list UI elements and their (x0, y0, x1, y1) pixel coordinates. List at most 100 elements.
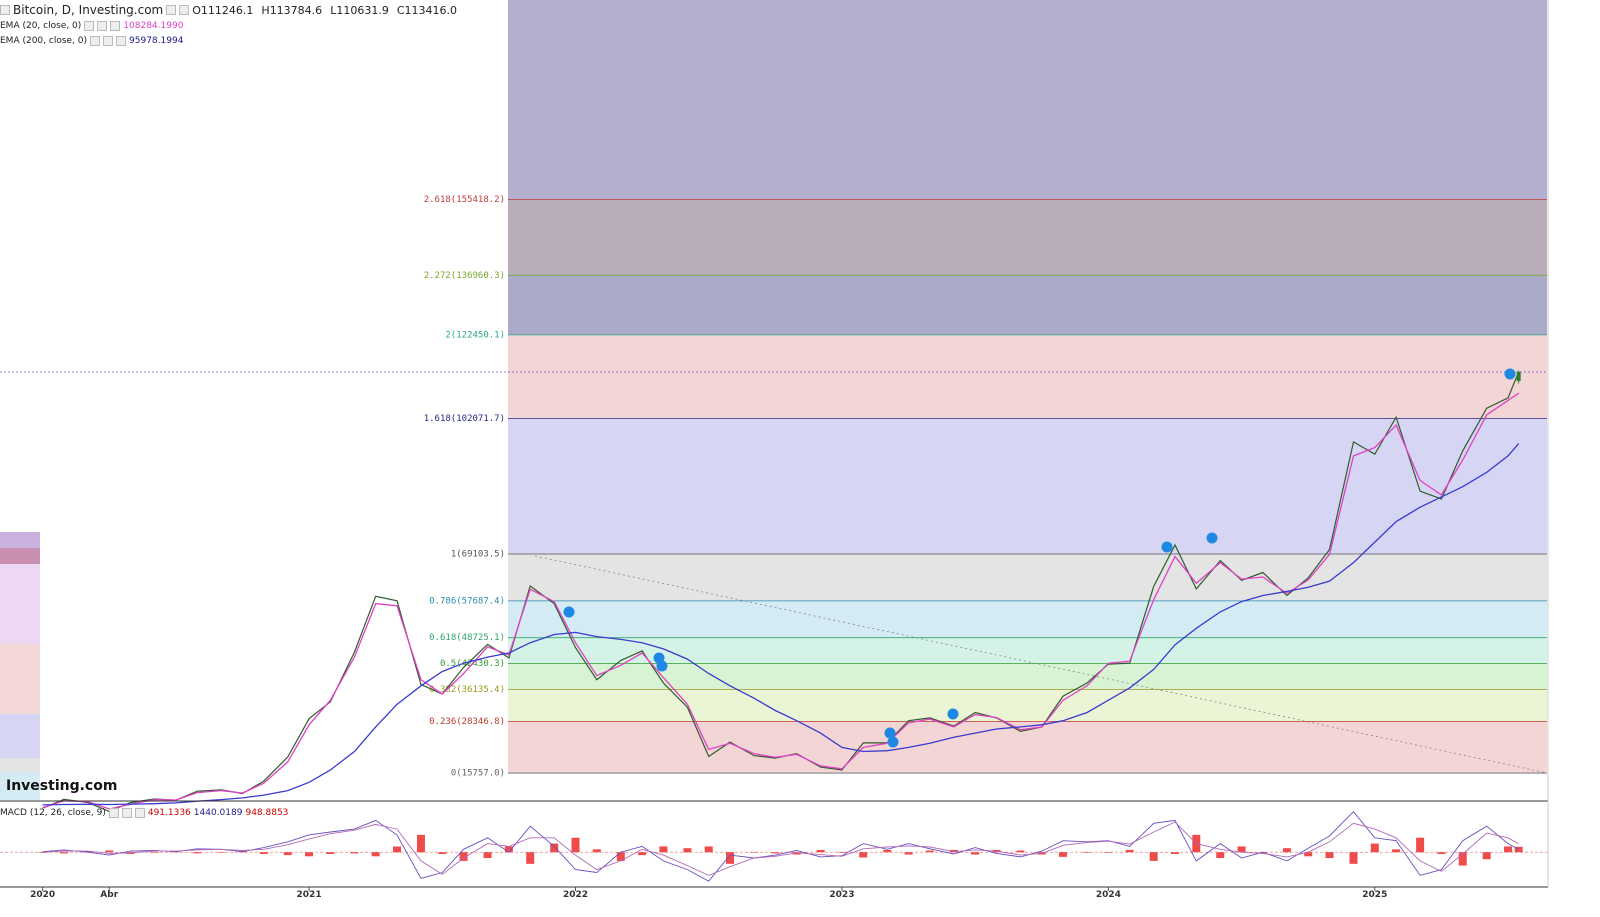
histogram-bar (771, 852, 780, 854)
histogram-bar (371, 852, 380, 857)
histogram-bar (1258, 852, 1267, 854)
ohlc-value: 111246.1 (200, 3, 254, 17)
histogram-bar (1237, 846, 1246, 853)
legend-value: 491.1336 (147, 808, 191, 818)
ohlc-letter: O (192, 3, 201, 17)
histogram-bar (1170, 852, 1179, 854)
histogram-bar (193, 852, 202, 854)
fib-label: 0.786(57687.4) (429, 596, 505, 606)
icon[interactable] (134, 808, 145, 818)
histogram-bar (416, 834, 425, 853)
fib-band (508, 418, 1547, 554)
histogram-bar (217, 852, 226, 853)
histogram-bar (1016, 850, 1025, 853)
pin[interactable] (656, 660, 668, 672)
icon[interactable] (110, 21, 121, 31)
histogram-bar (1104, 852, 1113, 853)
histogram-bar (683, 848, 692, 853)
legend-name: EMA (20, close, 0) (0, 21, 82, 31)
x-tick-label: 2022 (563, 890, 588, 900)
pin[interactable] (1504, 368, 1516, 380)
watermark: Investing.com (6, 778, 117, 794)
x-tick-label: Abr (100, 890, 118, 900)
fib-label: 0.618(48725.1) (429, 633, 505, 643)
pin[interactable] (947, 708, 959, 720)
icon[interactable] (103, 36, 114, 46)
histogram-bar (283, 852, 292, 856)
fib-label: 2.272(136960.3) (424, 271, 505, 281)
histogram-bar (550, 843, 559, 853)
icon[interactable] (121, 808, 132, 818)
pin[interactable] (887, 736, 899, 748)
histogram-bar (392, 846, 401, 853)
histogram-bar (105, 850, 114, 853)
decorations (0, 532, 1548, 800)
fib-band (508, 637, 1547, 664)
pin[interactable] (884, 727, 896, 739)
ohlc-item: H113784.6 (261, 4, 322, 17)
histogram-bar (438, 852, 447, 854)
x-tick-label: 2023 (829, 890, 854, 900)
legend-value: 948.8853 (245, 808, 289, 818)
pin[interactable] (1206, 532, 1218, 544)
histogram-bar (616, 852, 625, 861)
marks: 2020 Abr 2021 2022 2023 2024 2025 (0, 370, 1548, 900)
fib-band (508, 199, 1547, 276)
histogram-bar (904, 852, 913, 855)
histogram-bar (1514, 846, 1523, 853)
pins (563, 368, 1516, 748)
histogram-bar (971, 852, 980, 855)
histogram-bar (925, 850, 934, 853)
icon[interactable] (108, 808, 119, 818)
histogram-bar (750, 852, 759, 853)
header: Bitcoin, D, Investing.com O111246.1 H1137… (0, 3, 457, 17)
histogram-bar (504, 846, 513, 853)
chart-title: Bitcoin, D, Investing.com (13, 3, 164, 17)
legend-value: 95978.1994 (129, 36, 184, 46)
icon[interactable] (166, 5, 177, 15)
histogram-bar (259, 852, 268, 854)
macd-legend: MACD (12, 26, close, 9) 491.1336 1440.01… (0, 808, 288, 818)
legend-name: MACD (12, 26, close, 9) (0, 808, 106, 818)
fib-band (508, 663, 1547, 690)
x-tick-label: 2024 (1096, 890, 1121, 900)
histogram-bar (59, 852, 68, 854)
histogram-bar (350, 852, 359, 854)
icon[interactable] (179, 5, 190, 15)
fib-band (508, 553, 1547, 601)
ohlc-letter: C (396, 3, 405, 17)
histogram-bar (1216, 852, 1225, 859)
histogram-bar (1282, 848, 1291, 853)
histogram-bar (1482, 852, 1491, 860)
macd-line (42, 811, 1519, 882)
histogram-bar (659, 846, 668, 853)
histogram-bar (1349, 852, 1358, 864)
profile-block (0, 772, 40, 800)
profile-block (0, 644, 40, 714)
histogram-bar (1325, 852, 1334, 859)
fib-label: 2.618(155418.2) (424, 195, 505, 205)
x-tick-label: 2020 (30, 890, 55, 900)
pin[interactable] (1161, 541, 1173, 553)
ema-line (42, 443, 1520, 806)
icon[interactable] (97, 21, 108, 31)
histogram-bar (592, 849, 601, 853)
profile-block (0, 714, 40, 758)
ohlc-value: 113784.6 (269, 3, 323, 17)
ema-line (42, 392, 1520, 810)
pin[interactable] (563, 606, 575, 618)
profile-block (0, 532, 40, 548)
histogram-bar (1504, 846, 1513, 853)
fib-bands: 0(15757.0) 0.236(28346.8) 0.382(36135.4) 0.… (424, 0, 1547, 779)
icon[interactable] (0, 5, 10, 15)
histogram-bar (305, 852, 314, 857)
ohlc-value: 110631.9 (336, 3, 389, 17)
fib-band (508, 334, 1547, 419)
histogram-bar (1059, 852, 1068, 857)
legend-row: EMA (200, close, 0) 95978.1994 (0, 36, 183, 46)
icon[interactable] (90, 36, 101, 46)
histogram-bar (704, 846, 713, 853)
icon[interactable] (116, 36, 127, 46)
icon[interactable] (84, 21, 95, 31)
